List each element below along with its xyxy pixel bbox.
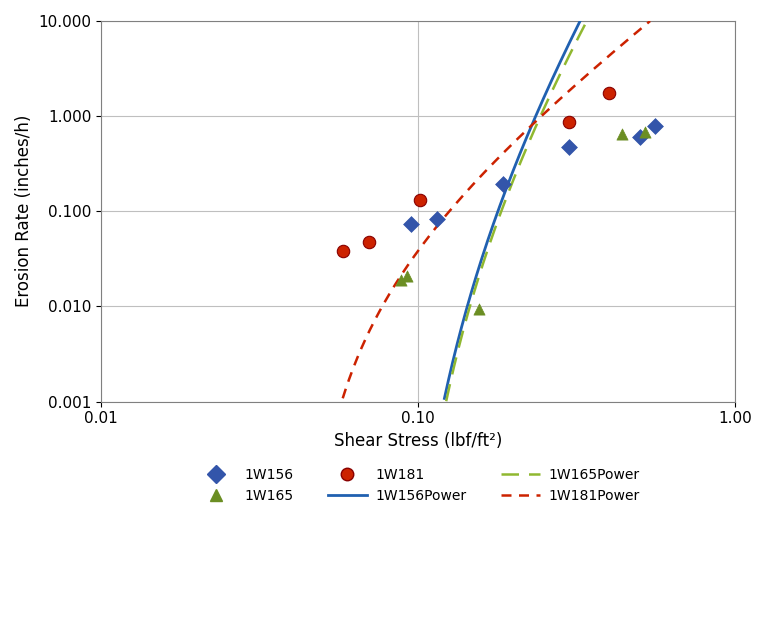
Point bbox=[363, 237, 375, 247]
X-axis label: Shear Stress (lbf/ft²): Shear Stress (lbf/ft²) bbox=[334, 432, 502, 450]
Point bbox=[413, 196, 426, 206]
Point bbox=[431, 214, 443, 224]
Point bbox=[563, 117, 575, 128]
Point bbox=[649, 121, 661, 131]
Legend: 1W156, 1W165, 1W181, 1W156Power, 1W165Power, 1W181Power: 1W156, 1W165, 1W181, 1W156Power, 1W165Po… bbox=[191, 463, 645, 509]
Point bbox=[400, 271, 413, 281]
Point bbox=[337, 246, 349, 256]
Point bbox=[394, 275, 407, 285]
Y-axis label: Erosion Rate (inches/h): Erosion Rate (inches/h) bbox=[15, 115, 33, 308]
Point bbox=[634, 132, 646, 142]
Point bbox=[639, 127, 651, 137]
Point bbox=[472, 303, 485, 313]
Point bbox=[603, 88, 615, 98]
Point bbox=[616, 129, 628, 139]
Point bbox=[405, 219, 417, 229]
Point bbox=[563, 142, 575, 153]
Point bbox=[497, 179, 509, 189]
